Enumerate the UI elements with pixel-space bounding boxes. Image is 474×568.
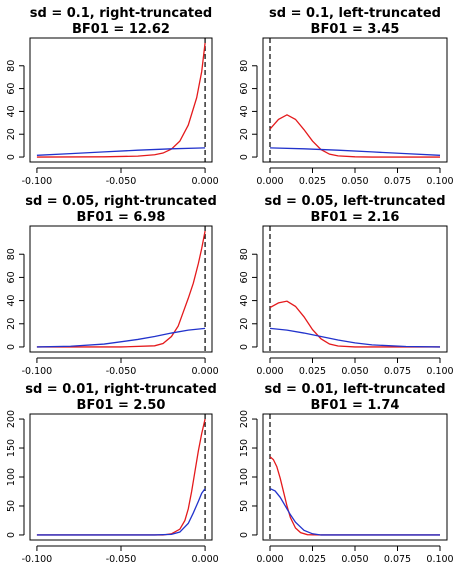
- y-tick-label: 60: [239, 83, 250, 95]
- y-tick-label: 150: [239, 439, 250, 457]
- y-tick-label: 40: [239, 295, 250, 307]
- plot-frame: [29, 413, 213, 541]
- x-tick-label: 0.025: [299, 176, 326, 187]
- panel-subtitle: BF01 = 12.62: [72, 22, 170, 37]
- y-tick-label: 50: [6, 500, 17, 512]
- y-tick-label: 60: [6, 271, 17, 283]
- red-curve: [36, 230, 206, 348]
- plot-frame: [262, 225, 448, 353]
- x-tick-label: 0.000: [256, 554, 283, 565]
- y-tick-label: 80: [6, 60, 17, 72]
- panel-subtitle: BF01 = 1.74: [311, 398, 400, 413]
- x-tick-label: 0.050: [341, 554, 368, 565]
- x-tick-label: 0.100: [426, 554, 453, 565]
- y-tick-label: 0: [239, 344, 250, 350]
- x-tick-label: 0.025: [299, 554, 326, 565]
- plot-frame: [262, 37, 448, 163]
- x-tick-label: 0.100: [426, 176, 453, 187]
- y-tick-label: 80: [6, 248, 17, 260]
- y-tick-label: 80: [239, 248, 250, 260]
- y-tick-label: 60: [6, 83, 17, 95]
- y-tick-label: 40: [6, 105, 17, 117]
- x-tick-label: -0.100: [22, 366, 53, 377]
- plot-frame: [262, 413, 448, 541]
- panel-title: sd = 0.05, right-truncated: [25, 194, 217, 209]
- y-tick-label: 80: [239, 60, 250, 72]
- x-tick-label: 0.075: [384, 366, 411, 377]
- red-curve: [36, 42, 206, 158]
- blue-curve: [36, 147, 206, 156]
- y-tick-label: 40: [6, 295, 17, 307]
- plot-frame: [29, 225, 213, 353]
- x-tick-label: 0.000: [256, 176, 283, 187]
- x-tick-label: 0.075: [384, 554, 411, 565]
- y-tick-label: 0: [6, 344, 17, 350]
- x-tick-label: -0.100: [22, 176, 53, 187]
- panel-title: sd = 0.1, right-truncated: [30, 6, 212, 21]
- panel-subtitle: BF01 = 6.98: [77, 210, 166, 225]
- y-tick-label: 0: [6, 154, 17, 160]
- red-curve: [269, 300, 441, 348]
- y-tick-label: 20: [6, 128, 17, 140]
- x-tick-label: 0.000: [256, 366, 283, 377]
- x-tick-label: 0.100: [426, 366, 453, 377]
- red-curve: [269, 456, 441, 536]
- blue-curve: [36, 488, 206, 536]
- y-tick-label: 40: [239, 105, 250, 117]
- y-tick-label: 200: [6, 410, 17, 428]
- x-tick-label: 0.050: [341, 366, 368, 377]
- x-tick-label: 0.000: [191, 176, 218, 187]
- y-tick-label: 20: [6, 318, 17, 330]
- x-tick-label: 0.000: [191, 554, 218, 565]
- panel-title: sd = 0.05, left-truncated: [264, 194, 445, 209]
- y-tick-label: 0: [239, 532, 250, 538]
- y-tick-label: 20: [239, 318, 250, 330]
- x-tick-label: 0.000: [191, 366, 218, 377]
- panel-title: sd = 0.01, left-truncated: [264, 382, 445, 397]
- blue-curve: [269, 147, 441, 156]
- x-tick-label: -0.050: [106, 366, 137, 377]
- blue-curve: [269, 327, 441, 348]
- x-tick-label: 0.050: [341, 176, 368, 187]
- red-curve: [36, 418, 206, 536]
- y-tick-label: 100: [6, 468, 17, 486]
- y-tick-label: 200: [239, 410, 250, 428]
- panel-subtitle: BF01 = 3.45: [311, 22, 400, 37]
- panel-title: sd = 0.1, left-truncated: [269, 6, 441, 21]
- x-tick-label: 0.075: [384, 176, 411, 187]
- y-tick-label: 150: [6, 439, 17, 457]
- panel-subtitle: BF01 = 2.16: [311, 210, 400, 225]
- y-tick-label: 20: [239, 128, 250, 140]
- blue-curve: [36, 327, 206, 348]
- blue-curve: [269, 487, 441, 536]
- panel-title: sd = 0.01, right-truncated: [25, 382, 217, 397]
- y-tick-label: 60: [239, 271, 250, 283]
- plot-frame: [29, 37, 213, 163]
- y-tick-label: 100: [239, 468, 250, 486]
- x-tick-label: -0.050: [106, 554, 137, 565]
- y-tick-label: 50: [239, 500, 250, 512]
- x-tick-label: -0.050: [106, 176, 137, 187]
- y-tick-label: 0: [6, 532, 17, 538]
- panel-subtitle: BF01 = 2.50: [77, 398, 166, 413]
- y-tick-label: 0: [239, 154, 250, 160]
- x-tick-label: 0.025: [299, 366, 326, 377]
- x-tick-label: -0.100: [22, 554, 53, 565]
